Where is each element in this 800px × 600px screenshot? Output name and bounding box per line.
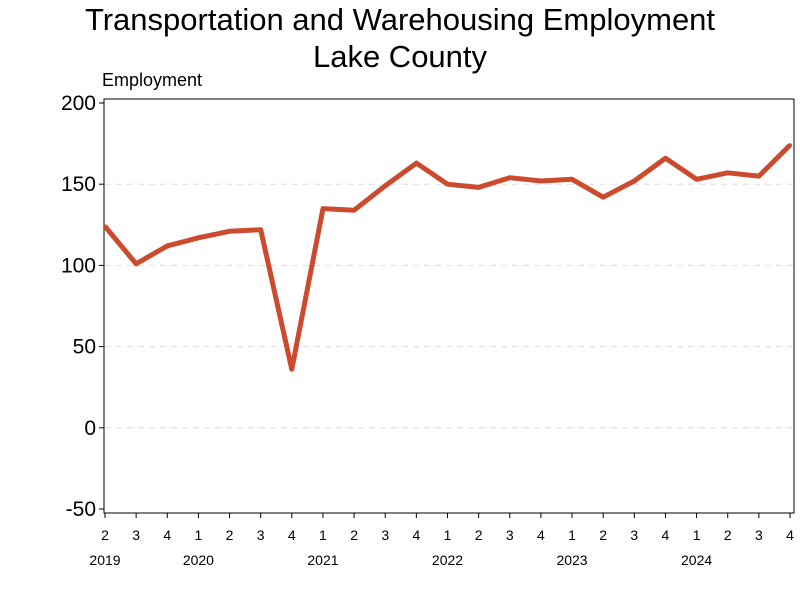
data-point xyxy=(134,261,139,266)
data-point xyxy=(570,177,575,182)
x-tick-label: 3 xyxy=(630,527,638,543)
plot-frame xyxy=(103,98,795,514)
x-tick-label: 3 xyxy=(381,527,389,543)
data-point xyxy=(663,156,668,161)
y-tick-label: 50 xyxy=(73,336,96,359)
x-year-label: 2019 xyxy=(89,552,120,568)
y-axis: -50 0 50 100 150 200 xyxy=(61,92,104,521)
series-line xyxy=(103,143,792,372)
data-point xyxy=(165,243,170,248)
x-tick-label: 4 xyxy=(786,527,794,543)
x-tick-label: 4 xyxy=(163,527,171,543)
data-point xyxy=(383,183,388,188)
x-tick-label: 2 xyxy=(724,527,732,543)
x-tick-label: 4 xyxy=(288,527,296,543)
x-tick-label: 3 xyxy=(257,527,265,543)
data-point xyxy=(103,224,107,229)
series-layer xyxy=(103,143,792,372)
x-tick-label: 3 xyxy=(755,527,763,543)
x-tick-label: 2 xyxy=(101,527,109,543)
x-tick-label: 1 xyxy=(319,527,327,543)
gridlines xyxy=(105,183,793,429)
data-point xyxy=(445,182,450,187)
data-point xyxy=(788,143,792,148)
x-year-label: 2021 xyxy=(307,552,338,568)
data-point xyxy=(601,195,606,200)
data-point xyxy=(414,161,419,166)
x-tick-label: 2 xyxy=(350,527,358,543)
x-year-label: 2024 xyxy=(681,552,712,568)
x-tick-label: 4 xyxy=(412,527,420,543)
chart-title: Transportation and Warehousing Employmen… xyxy=(85,2,715,37)
data-point xyxy=(507,175,512,180)
x-year-label: 2022 xyxy=(432,552,463,568)
x-tick-label: 4 xyxy=(662,527,670,543)
data-point xyxy=(258,227,263,232)
x-tick-label: 1 xyxy=(444,527,452,543)
x-tick-label: 1 xyxy=(195,527,203,543)
x-tick-label: 3 xyxy=(132,527,140,543)
y-tick-label: -50 xyxy=(66,498,96,521)
data-point xyxy=(227,229,232,234)
chart-subtitle: Lake County xyxy=(313,39,488,74)
y-tick-label: 150 xyxy=(61,173,96,196)
data-point xyxy=(289,367,294,372)
x-tick-label: 1 xyxy=(693,527,701,543)
y-tick-label: 100 xyxy=(61,254,96,277)
data-point xyxy=(725,170,730,175)
data-point xyxy=(538,178,543,183)
x-tick-label: 4 xyxy=(537,527,545,543)
data-point xyxy=(632,178,637,183)
x-axis: 2 3 4 1 2 3 4 1 2 3 4 1 2 3 4 1 2 3 4 1 2 3 4 2019 2020 2021 2022 2… xyxy=(89,513,794,568)
data-point xyxy=(196,235,201,240)
data-point xyxy=(476,185,481,190)
y-axis-label: Employment xyxy=(102,70,202,90)
y-tick-label: 200 xyxy=(61,92,96,115)
x-tick-label: 3 xyxy=(506,527,514,543)
data-point xyxy=(352,208,357,213)
y-tick-label: 0 xyxy=(84,417,96,440)
data-point xyxy=(320,206,325,211)
x-tick-label: 2 xyxy=(226,527,234,543)
data-point xyxy=(756,174,761,179)
x-year-label: 2020 xyxy=(183,552,214,568)
x-tick-label: 2 xyxy=(599,527,607,543)
x-year-label: 2023 xyxy=(556,552,587,568)
data-point xyxy=(694,177,699,182)
x-tick-label: 2 xyxy=(475,527,483,543)
x-tick-label: 1 xyxy=(568,527,576,543)
